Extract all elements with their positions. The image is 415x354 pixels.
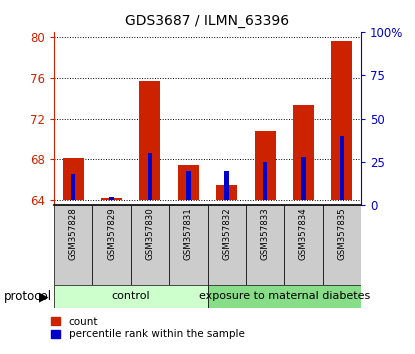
Text: protocol: protocol [4,290,52,303]
Bar [339,136,344,200]
Bar [93,205,131,285]
Bar [323,205,361,285]
Bar [186,171,190,200]
Bar [71,174,76,200]
Bar [178,165,199,200]
Text: GSM357833: GSM357833 [261,208,270,261]
Bar [208,205,246,285]
Text: GSM357834: GSM357834 [299,208,308,261]
Bar [109,197,114,200]
Bar [284,205,323,285]
Bar [169,205,208,285]
Text: exposure to maternal diabetes: exposure to maternal diabetes [199,291,370,302]
Bar [54,205,92,285]
Text: GSM357835: GSM357835 [337,208,347,261]
Text: GSM357829: GSM357829 [107,208,116,260]
Text: GSM357832: GSM357832 [222,208,231,261]
Bar [246,205,284,285]
Bar [331,41,352,200]
Bar [148,153,152,200]
Bar [293,105,314,200]
Bar [254,131,276,200]
Legend: count, percentile rank within the sample: count, percentile rank within the sample [51,317,244,339]
Bar [208,285,361,308]
Text: GSM357828: GSM357828 [68,208,78,261]
Bar [139,81,161,200]
Text: GSM357831: GSM357831 [184,208,193,261]
Title: GDS3687 / ILMN_63396: GDS3687 / ILMN_63396 [125,14,290,28]
Bar [131,205,169,285]
Bar [301,157,306,200]
Bar [101,198,122,200]
Text: control: control [111,291,150,302]
Text: ▶: ▶ [39,290,48,303]
Text: GSM357830: GSM357830 [145,208,154,261]
Bar [54,285,208,308]
Bar [263,162,267,200]
Bar [225,171,229,200]
Bar [216,185,237,200]
Bar [63,158,84,200]
